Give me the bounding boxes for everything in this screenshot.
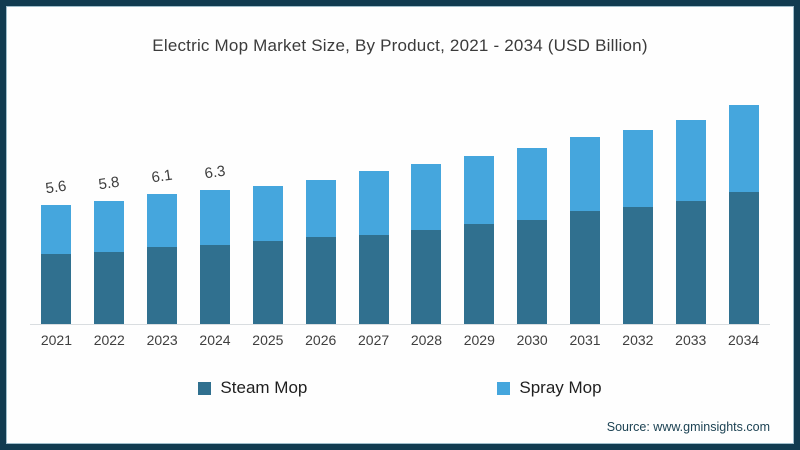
bar-stack [675,120,706,324]
steam-mop-segment [728,192,759,324]
bar-column-2021: 5.6 2021 [30,102,83,348]
spray-mop-segment [358,171,389,235]
bar-stack [517,148,548,324]
x-axis-label: 2031 [569,332,601,348]
bar-column-2027: 2027 [347,102,400,348]
bar-total-label: 5.8 [97,173,121,194]
steam-mop-segment [252,241,283,324]
bar-column-2031: 2031 [559,102,612,348]
legend: Steam Mop Spray Mop [6,378,794,398]
bar-stack [411,164,442,324]
spray-legend-label: Spray Mop [519,378,602,397]
steam-mop-segment [305,237,336,324]
spray-mop-segment [252,186,283,241]
bar-column-2025: 2025 [241,102,294,348]
chart-title: Electric Mop Market Size, By Product, 20… [152,36,648,55]
bar-stack [94,201,125,324]
steam-mop-segment [94,252,125,324]
steam-legend-label: Steam Mop [220,378,308,397]
bar-column-2024: 6.3 2024 [189,102,242,348]
spray-legend-swatch [497,381,511,395]
steam-mop-segment [517,220,548,324]
spray-mop-segment [411,164,442,230]
steam-mop-segment [147,247,178,324]
source-attribution: Source: www.gminsights.com [606,420,770,434]
bar-total-label: 6.1 [150,166,174,187]
bar-stack [41,205,72,324]
spray-mop-segment [94,201,125,252]
x-axis-label: 2023 [146,332,178,348]
bar-column-2030: 2030 [506,102,559,348]
legend-item-steam: Steam Mop [198,378,307,398]
bar-column-2028: 2028 [400,102,453,348]
bar-column-2022: 5.8 2022 [83,102,136,348]
spray-mop-segment [728,105,759,192]
bar-column-2032: 2032 [611,102,664,348]
x-axis-label: 2026 [305,332,337,348]
spray-mop-segment [200,190,230,245]
bar-column-2029: 2029 [453,102,506,348]
steam-mop-segment [622,207,653,324]
bar-column-2034: 2034 [717,102,770,348]
bar-column-2023: 6.1 2023 [136,102,189,348]
steam-mop-segment [41,254,72,324]
bar-stack [358,171,389,324]
x-axis-label: 2022 [93,332,125,348]
spray-mop-segment [622,130,653,207]
x-axis-label: 2028 [410,332,443,348]
bar-stack [305,180,336,324]
x-axis-label: 2021 [40,332,72,348]
x-axis-label: 2034 [728,332,760,348]
bar-stack [570,137,601,324]
plot-area: 5.6 2021 5.8 2022 6.1 2023 6.3 2024 2025 2026 2027… [30,102,770,348]
bar-column-2033: 2033 [664,102,717,348]
steam-mop-segment [570,211,601,324]
bar-stack [147,194,178,324]
steam-mop-segment [411,230,442,324]
x-axis-label: 2025 [252,332,284,348]
x-axis-label: 2024 [199,332,231,348]
x-axis-label: 2032 [622,332,654,348]
bar-total-label: 6.3 [203,162,227,183]
steam-mop-segment [464,224,495,324]
x-axis-label: 2030 [516,332,548,348]
steam-mop-segment [200,245,230,324]
bar-stack [464,156,495,324]
bar-stack [200,190,230,324]
x-axis-label: 2029 [463,332,495,348]
spray-mop-segment [41,205,72,254]
bar-stack [728,105,759,324]
spray-mop-segment [147,194,178,247]
spray-mop-segment [305,180,336,237]
steam-legend-swatch [198,381,212,395]
bar-column-2026: 2026 [294,102,347,348]
steam-mop-segment [358,235,389,324]
legend-item-spray: Spray Mop [497,378,602,398]
bar-total-label: 5.6 [44,177,68,198]
spray-mop-segment [517,148,548,220]
spray-mop-segment [570,137,601,211]
spray-mop-segment [464,156,495,224]
spray-mop-segment [675,120,706,201]
x-axis-label: 2027 [358,332,390,348]
bar-stack [252,186,283,324]
steam-mop-segment [675,201,706,324]
bar-stack [622,130,653,324]
x-axis-label: 2033 [675,332,707,348]
